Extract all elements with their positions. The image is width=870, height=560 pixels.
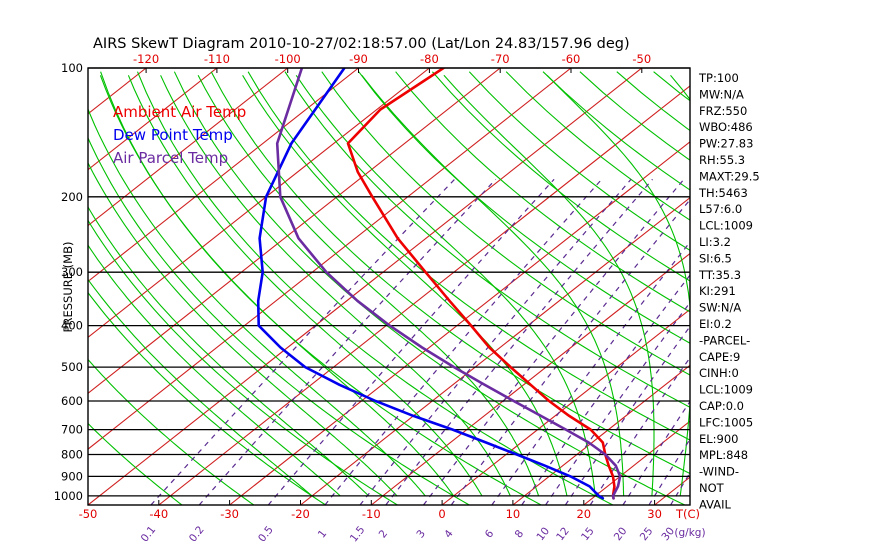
sounding-curves [256,68,622,500]
top-temp-tick: -70 [491,52,510,66]
stat-line: TH:5463 [698,186,748,200]
top-temp-tick: -60 [562,52,581,66]
mixing-ratio-tick: 6 [483,528,497,541]
top-temp-tick: -50 [632,52,651,66]
stats-panel: TP:100 MW:N/A FRZ:550 WBO:486 PW:27.83 RH:55.… [698,71,760,511]
stat-line: KI:291 [699,284,736,298]
mixing-ratio-tick: 10 [534,525,552,543]
mixing-ratio-tick: 3 [414,528,428,541]
top-temp-tick: -80 [420,52,439,66]
mixing-ratio-tick: 1 [316,528,330,541]
stat-line: FRZ:550 [699,104,747,118]
pressure-tick: 600 [61,394,83,408]
pressure-tick: 200 [61,190,83,204]
top-temp-tick: -90 [349,52,368,66]
mixing-ratio-grid [150,178,690,505]
mixing-ratio-tick: 8 [513,528,527,541]
stat-line: MW:N/A [699,87,744,101]
mixing-ratio-tick: 0.5 [256,524,276,545]
stat-line: LCL:1009 [699,219,753,233]
plot-frame [87,67,691,506]
legend-item-3: Air Parcel Temp [113,149,228,167]
stat-line: SW:N/A [699,301,741,315]
pressure-tick: 1000 [54,489,83,503]
mixing-ratio-tick: 0.1 [139,524,159,545]
bottom-temp-tick: 20 [576,507,591,521]
stat-line: MAXT:29.5 [699,169,760,183]
curve-dew-point-temp [256,68,605,500]
page-title: AIRS SkewT Diagram 2010-10-27/02:18:57.0… [93,36,630,52]
stat-line: PW:27.83 [699,137,753,151]
legend-item-1: Ambient Air Temp [113,103,246,121]
stat-line: -PARCEL- [699,333,750,347]
stat-line: SI:6.5 [699,251,732,265]
top-axis-ticks: -120 -110 -100 -90 -80 -70 -60 -50 [133,52,651,73]
mixing-ratio-tick: 0.2 [187,524,207,545]
stat-line: TP:100 [698,71,739,85]
pressure-tick: 300 [61,265,83,279]
stat-line: LI:3.2 [699,235,731,249]
mixing-ratio-tick: 2 [377,528,391,541]
stat-line: CAP:0.0 [699,399,744,413]
pressure-tick: 700 [61,423,83,437]
bottom-temp-tick: -30 [220,507,239,521]
mixing-ratio-axis-label: (g/kg) [674,527,705,539]
mixing-ratio-tick: 20 [612,525,630,543]
top-temp-tick: -110 [204,52,230,66]
stat-line: CINH:0 [699,366,739,380]
stat-line: RH:55.3 [699,153,745,167]
stat-line: -WIND- [699,465,739,479]
bottom-temp-tick: -40 [149,507,168,521]
pressure-axis-label: PRESSURE (MB) [61,242,75,333]
bottom-temp-tick: 30 [647,507,662,521]
pressure-tick: 400 [61,319,83,333]
curve-air-parcel-temp [275,68,622,500]
plot-background [88,68,690,505]
stat-line: EI:0.2 [699,317,732,331]
bottom-temp-axis-ticks: -50 -40 -30 -20 -10 0 10 20 30 [79,500,662,521]
pressure-tick: 900 [61,469,83,483]
stat-line: LFC:1005 [699,415,753,429]
pressure-tick: 500 [61,360,83,374]
bottom-temp-tick: -50 [79,507,98,521]
bottom-temp-tick: -10 [362,507,381,521]
pressure-tick: 800 [61,448,83,462]
curve-ambient-air-temp [346,68,616,500]
stat-line: AVAIL [699,497,732,511]
bottom-temp-tick: -20 [291,507,310,521]
stat-line: TT:35.3 [698,268,741,282]
stat-line: EL:900 [699,432,739,446]
stat-line: NOT [699,481,725,495]
bottom-temp-tick: 10 [506,507,521,521]
pressure-tick: 100 [61,61,83,75]
stat-line: WBO:486 [699,120,753,134]
dry-adiabat-grid [88,71,690,505]
stat-line: MPL:848 [699,448,748,462]
temperature-axis-label: T(C) [675,507,700,521]
legend: Ambient Air Temp Dew Point Temp Air Parcel… [113,103,246,167]
legend-item-2: Dew Point Temp [113,126,233,144]
mixing-ratio-tick: 25 [638,525,656,543]
stat-line: L57:6.0 [699,202,742,216]
mixing-ratio-tick: 15 [579,525,597,543]
pressure-axis-ticks: 100 200 300 400 500 600 700 800 900 1000 [54,61,83,503]
top-temp-tick: -100 [275,52,301,66]
bottom-temp-tick: 0 [438,507,445,521]
stat-line: CAPE:9 [699,350,740,364]
mixing-ratio-tick: 1.5 [348,524,368,545]
stat-line: LCL:1009 [699,383,753,397]
mixing-ratio-tick: 12 [554,525,572,543]
top-temp-tick: -120 [133,52,159,66]
moist-adiabat-grid [88,74,690,497]
mixing-ratio-axis-ticks: 0.1 0.2 0.5 1 1.5 2 3 4 6 8 10 12 15 20 25 30 [139,524,677,545]
mixing-ratio-tick: 4 [442,528,456,541]
